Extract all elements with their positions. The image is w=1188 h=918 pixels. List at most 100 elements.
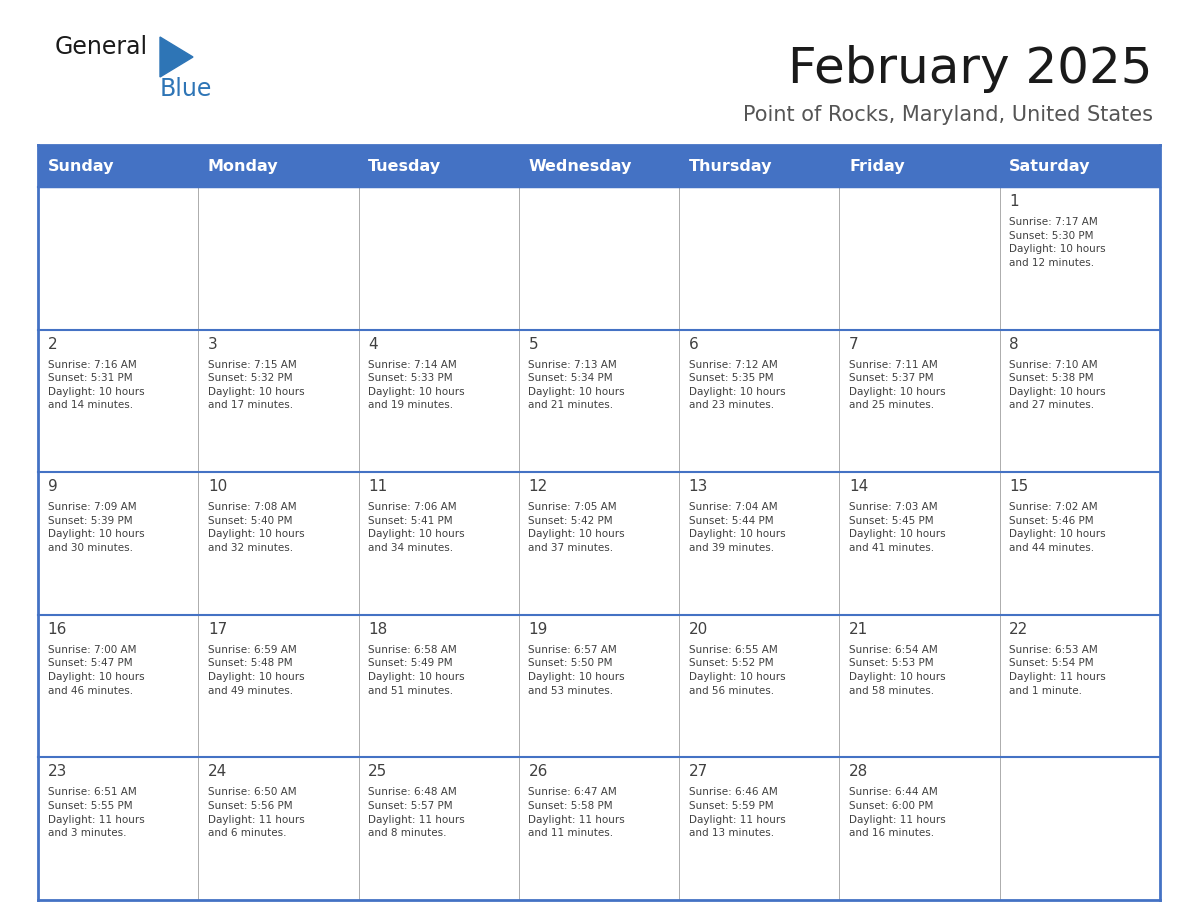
Bar <box>198 187 359 330</box>
Bar <box>519 757 680 900</box>
Bar <box>680 187 840 330</box>
Bar <box>359 330 519 472</box>
Text: Thursday: Thursday <box>689 159 772 174</box>
Text: Sunrise: 7:12 AM
Sunset: 5:35 PM
Daylight: 10 hours
and 23 minutes.: Sunrise: 7:12 AM Sunset: 5:35 PM Dayligh… <box>689 360 785 410</box>
Bar <box>680 145 840 187</box>
Text: 14: 14 <box>849 479 868 494</box>
Text: Monday: Monday <box>208 159 278 174</box>
Bar <box>359 187 519 330</box>
Text: Sunrise: 7:14 AM
Sunset: 5:33 PM
Daylight: 10 hours
and 19 minutes.: Sunrise: 7:14 AM Sunset: 5:33 PM Dayligh… <box>368 360 465 410</box>
Text: General: General <box>55 35 148 59</box>
Bar <box>1000 615 1159 757</box>
Bar <box>680 615 840 757</box>
Bar <box>519 472 680 615</box>
Bar <box>1000 187 1159 330</box>
Text: 7: 7 <box>849 337 859 352</box>
Text: Sunrise: 7:08 AM
Sunset: 5:40 PM
Daylight: 10 hours
and 32 minutes.: Sunrise: 7:08 AM Sunset: 5:40 PM Dayligh… <box>208 502 304 553</box>
Text: Sunrise: 7:10 AM
Sunset: 5:38 PM
Daylight: 10 hours
and 27 minutes.: Sunrise: 7:10 AM Sunset: 5:38 PM Dayligh… <box>1010 360 1106 410</box>
Polygon shape <box>160 37 192 77</box>
Bar <box>198 145 359 187</box>
Bar <box>519 145 680 187</box>
Bar <box>519 187 680 330</box>
Text: Wednesday: Wednesday <box>529 159 632 174</box>
Bar <box>198 330 359 472</box>
Text: 23: 23 <box>48 765 67 779</box>
Text: 16: 16 <box>48 621 67 637</box>
Bar <box>359 757 519 900</box>
Text: 17: 17 <box>208 621 227 637</box>
Text: Point of Rocks, Maryland, United States: Point of Rocks, Maryland, United States <box>742 105 1154 125</box>
Bar <box>519 615 680 757</box>
Text: Sunrise: 7:11 AM
Sunset: 5:37 PM
Daylight: 10 hours
and 25 minutes.: Sunrise: 7:11 AM Sunset: 5:37 PM Dayligh… <box>849 360 946 410</box>
Text: Sunrise: 7:06 AM
Sunset: 5:41 PM
Daylight: 10 hours
and 34 minutes.: Sunrise: 7:06 AM Sunset: 5:41 PM Dayligh… <box>368 502 465 553</box>
Bar <box>38 757 198 900</box>
Text: Sunrise: 6:57 AM
Sunset: 5:50 PM
Daylight: 10 hours
and 53 minutes.: Sunrise: 6:57 AM Sunset: 5:50 PM Dayligh… <box>529 644 625 696</box>
Text: Sunrise: 6:48 AM
Sunset: 5:57 PM
Daylight: 11 hours
and 8 minutes.: Sunrise: 6:48 AM Sunset: 5:57 PM Dayligh… <box>368 788 465 838</box>
Text: Sunrise: 6:55 AM
Sunset: 5:52 PM
Daylight: 10 hours
and 56 minutes.: Sunrise: 6:55 AM Sunset: 5:52 PM Dayligh… <box>689 644 785 696</box>
Text: 13: 13 <box>689 479 708 494</box>
Text: Friday: Friday <box>849 159 905 174</box>
Text: Saturday: Saturday <box>1010 159 1091 174</box>
Text: Sunrise: 7:16 AM
Sunset: 5:31 PM
Daylight: 10 hours
and 14 minutes.: Sunrise: 7:16 AM Sunset: 5:31 PM Dayligh… <box>48 360 144 410</box>
Text: Sunrise: 6:53 AM
Sunset: 5:54 PM
Daylight: 11 hours
and 1 minute.: Sunrise: 6:53 AM Sunset: 5:54 PM Dayligh… <box>1010 644 1106 696</box>
Text: 12: 12 <box>529 479 548 494</box>
Bar <box>198 615 359 757</box>
Text: Blue: Blue <box>160 77 213 101</box>
Text: 5: 5 <box>529 337 538 352</box>
Text: 10: 10 <box>208 479 227 494</box>
Text: Sunday: Sunday <box>48 159 114 174</box>
Text: Sunrise: 7:04 AM
Sunset: 5:44 PM
Daylight: 10 hours
and 39 minutes.: Sunrise: 7:04 AM Sunset: 5:44 PM Dayligh… <box>689 502 785 553</box>
Text: 8: 8 <box>1010 337 1019 352</box>
Bar <box>840 615 1000 757</box>
Bar <box>840 330 1000 472</box>
Text: 22: 22 <box>1010 621 1029 637</box>
Bar <box>1000 472 1159 615</box>
Text: Sunrise: 7:02 AM
Sunset: 5:46 PM
Daylight: 10 hours
and 44 minutes.: Sunrise: 7:02 AM Sunset: 5:46 PM Dayligh… <box>1010 502 1106 553</box>
Text: 25: 25 <box>368 765 387 779</box>
Bar <box>1000 330 1159 472</box>
Text: Sunrise: 7:09 AM
Sunset: 5:39 PM
Daylight: 10 hours
and 30 minutes.: Sunrise: 7:09 AM Sunset: 5:39 PM Dayligh… <box>48 502 144 553</box>
Text: Sunrise: 7:03 AM
Sunset: 5:45 PM
Daylight: 10 hours
and 41 minutes.: Sunrise: 7:03 AM Sunset: 5:45 PM Dayligh… <box>849 502 946 553</box>
Text: Sunrise: 6:47 AM
Sunset: 5:58 PM
Daylight: 11 hours
and 11 minutes.: Sunrise: 6:47 AM Sunset: 5:58 PM Dayligh… <box>529 788 625 838</box>
Bar <box>840 145 1000 187</box>
Text: Sunrise: 6:59 AM
Sunset: 5:48 PM
Daylight: 10 hours
and 49 minutes.: Sunrise: 6:59 AM Sunset: 5:48 PM Dayligh… <box>208 644 304 696</box>
Text: 11: 11 <box>368 479 387 494</box>
Bar <box>359 615 519 757</box>
Text: Sunrise: 6:50 AM
Sunset: 5:56 PM
Daylight: 11 hours
and 6 minutes.: Sunrise: 6:50 AM Sunset: 5:56 PM Dayligh… <box>208 788 304 838</box>
Bar <box>359 472 519 615</box>
Bar <box>680 330 840 472</box>
Text: Sunrise: 6:51 AM
Sunset: 5:55 PM
Daylight: 11 hours
and 3 minutes.: Sunrise: 6:51 AM Sunset: 5:55 PM Dayligh… <box>48 788 145 838</box>
Bar <box>359 145 519 187</box>
Text: 6: 6 <box>689 337 699 352</box>
Text: 21: 21 <box>849 621 868 637</box>
Text: Sunrise: 6:54 AM
Sunset: 5:53 PM
Daylight: 10 hours
and 58 minutes.: Sunrise: 6:54 AM Sunset: 5:53 PM Dayligh… <box>849 644 946 696</box>
Bar <box>38 145 198 187</box>
Bar <box>840 757 1000 900</box>
Text: 28: 28 <box>849 765 868 779</box>
Bar <box>1000 145 1159 187</box>
Bar <box>38 472 198 615</box>
Bar <box>680 757 840 900</box>
Text: February 2025: February 2025 <box>789 45 1154 93</box>
Bar <box>198 472 359 615</box>
Text: 2: 2 <box>48 337 57 352</box>
Text: 15: 15 <box>1010 479 1029 494</box>
Text: Sunrise: 6:58 AM
Sunset: 5:49 PM
Daylight: 10 hours
and 51 minutes.: Sunrise: 6:58 AM Sunset: 5:49 PM Dayligh… <box>368 644 465 696</box>
Text: 27: 27 <box>689 765 708 779</box>
Bar <box>38 187 198 330</box>
Bar <box>840 472 1000 615</box>
Text: 18: 18 <box>368 621 387 637</box>
Text: 26: 26 <box>529 765 548 779</box>
Bar <box>840 187 1000 330</box>
Text: Sunrise: 7:13 AM
Sunset: 5:34 PM
Daylight: 10 hours
and 21 minutes.: Sunrise: 7:13 AM Sunset: 5:34 PM Dayligh… <box>529 360 625 410</box>
Bar <box>38 330 198 472</box>
Text: 19: 19 <box>529 621 548 637</box>
Text: Sunrise: 7:05 AM
Sunset: 5:42 PM
Daylight: 10 hours
and 37 minutes.: Sunrise: 7:05 AM Sunset: 5:42 PM Dayligh… <box>529 502 625 553</box>
Text: Sunrise: 7:00 AM
Sunset: 5:47 PM
Daylight: 10 hours
and 46 minutes.: Sunrise: 7:00 AM Sunset: 5:47 PM Dayligh… <box>48 644 144 696</box>
Text: Sunrise: 7:17 AM
Sunset: 5:30 PM
Daylight: 10 hours
and 12 minutes.: Sunrise: 7:17 AM Sunset: 5:30 PM Dayligh… <box>1010 217 1106 268</box>
Text: Sunrise: 6:46 AM
Sunset: 5:59 PM
Daylight: 11 hours
and 13 minutes.: Sunrise: 6:46 AM Sunset: 5:59 PM Dayligh… <box>689 788 785 838</box>
Bar <box>198 757 359 900</box>
Text: 1: 1 <box>1010 194 1019 209</box>
Bar <box>1000 757 1159 900</box>
Text: Sunrise: 7:15 AM
Sunset: 5:32 PM
Daylight: 10 hours
and 17 minutes.: Sunrise: 7:15 AM Sunset: 5:32 PM Dayligh… <box>208 360 304 410</box>
